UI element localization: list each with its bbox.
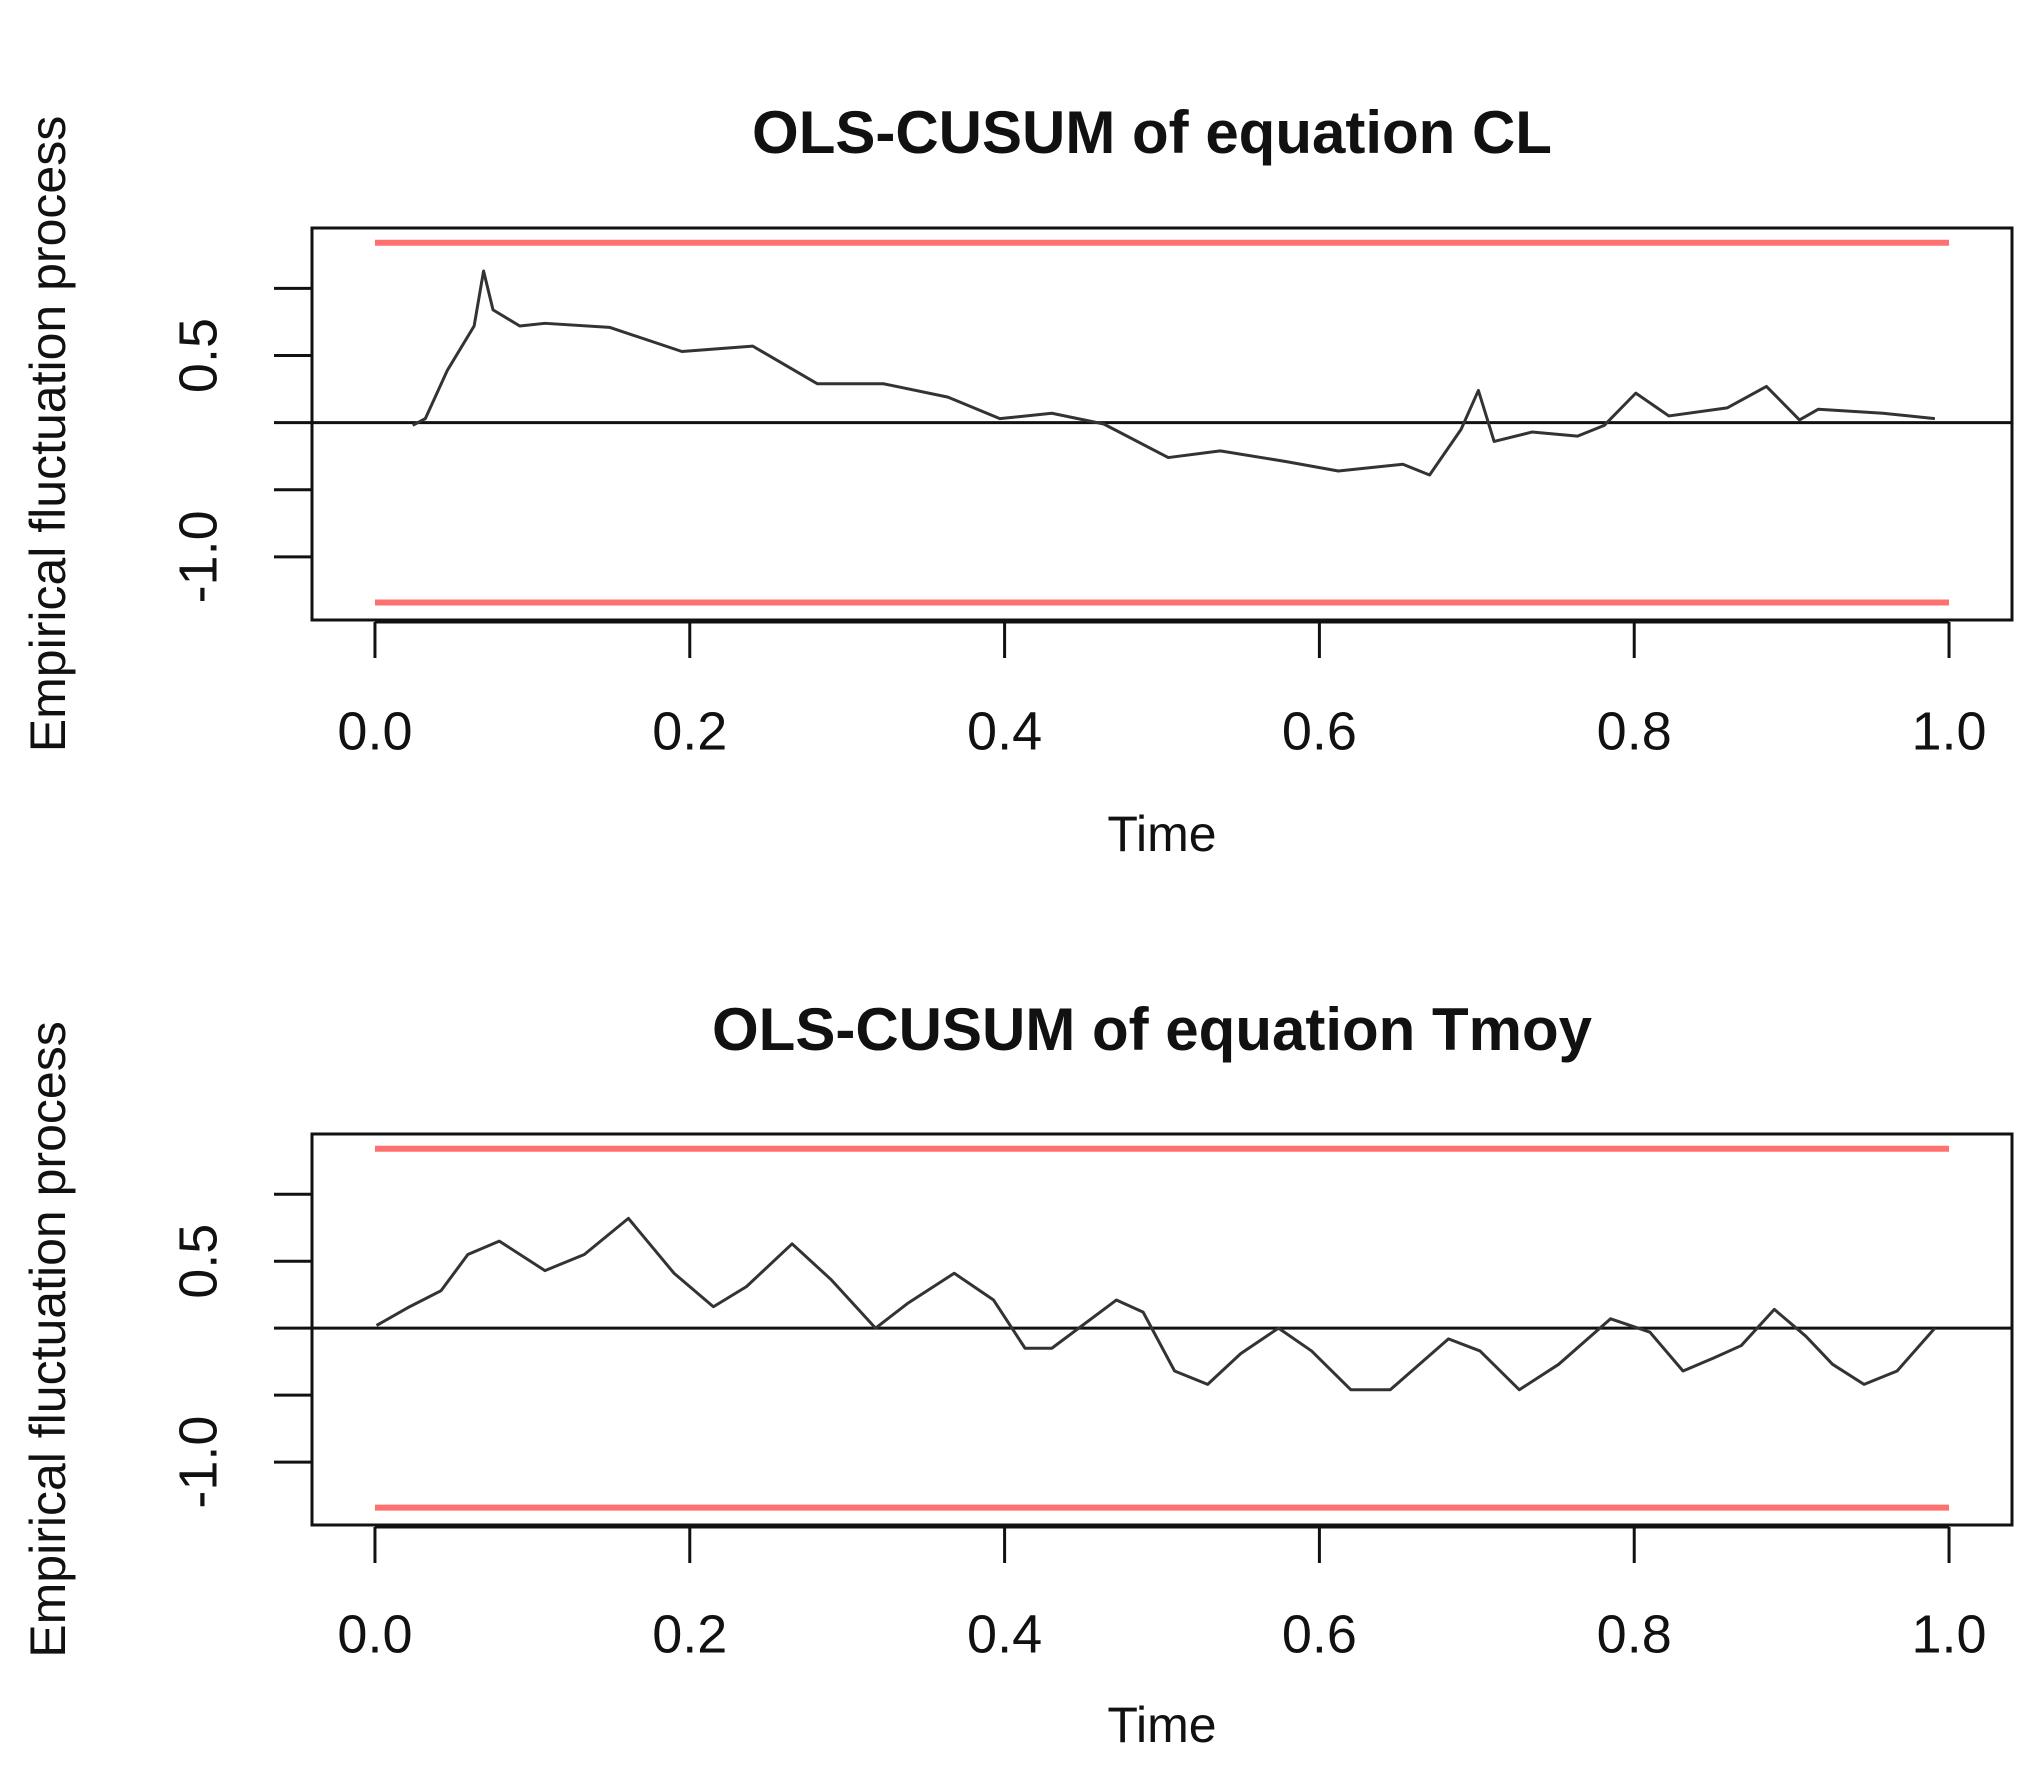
x-tick-label: 0.2 — [652, 701, 727, 761]
x-axis-label: Time — [1107, 806, 1216, 862]
x-axis-label: Time — [1107, 1697, 1216, 1753]
x-tick-label: 0.0 — [337, 1604, 412, 1664]
x-tick-label: 0.4 — [967, 701, 1042, 761]
x-tick-label: 0.8 — [1597, 701, 1672, 761]
x-tick-label: 0.8 — [1597, 1604, 1672, 1664]
x-tick-label: 0.2 — [652, 1604, 727, 1664]
y-tick-label: 0.5 — [168, 1224, 228, 1299]
y-axis-label: Empirical fluctuation process — [20, 116, 76, 752]
y-axis-label: Empirical fluctuation process — [20, 1021, 76, 1657]
chart-title: OLS-CUSUM of equation Tmoy — [712, 996, 1593, 1063]
x-tick-label: 1.0 — [1911, 701, 1986, 761]
x-tick-label: 0.0 — [337, 701, 412, 761]
y-tick-label: -1.0 — [168, 1416, 228, 1509]
data-line — [375, 1216, 1936, 1392]
x-tick-label: 0.4 — [967, 1604, 1042, 1664]
y-tick-label: 0.5 — [168, 318, 228, 393]
x-tick-label: 0.6 — [1282, 1604, 1357, 1664]
y-tick-label: -1.0 — [168, 510, 228, 603]
x-tick-label: 0.6 — [1282, 701, 1357, 761]
data-line — [412, 269, 1936, 477]
chart-title: OLS-CUSUM of equation CL — [752, 99, 1552, 166]
x-tick-label: 1.0 — [1911, 1604, 1986, 1664]
